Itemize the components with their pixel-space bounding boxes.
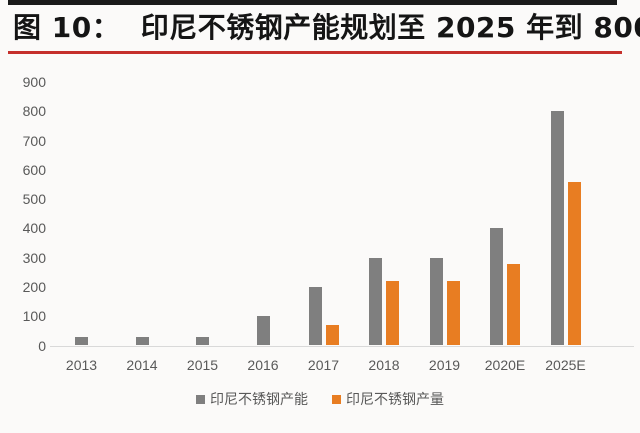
x-axis-tick-label: 2013	[65, 356, 98, 373]
capacity-bar-2019	[429, 257, 443, 346]
figure-title: 图 10： 印尼不锈钢产能规划至 2025 年到 800W	[13, 11, 640, 44]
chart-legend: 印尼不锈钢产能 印尼不锈钢产量	[0, 389, 640, 409]
y-axis-tick-label: 800	[22, 103, 46, 120]
x-axis-tick-label: 2018	[368, 356, 400, 373]
legend-label: 印尼不锈钢产量	[346, 391, 444, 407]
title-underline	[8, 51, 622, 54]
y-axis-tick-label: 0	[38, 337, 46, 354]
y-axis-tick-label: 300	[22, 249, 46, 266]
x-axis-tick-label: 2025E	[545, 356, 586, 373]
output-bar-2019	[446, 281, 460, 346]
legend-swatch-icon	[196, 394, 205, 404]
bar-chart: 0 100 200 300 400 500 600 700 800 900 2013 2014 2015…	[0, 56, 640, 433]
capacity-bar-2016	[256, 316, 270, 346]
x-axis-line	[50, 345, 634, 347]
y-axis-tick-label: 600	[22, 161, 46, 178]
legend-item: 印尼不锈钢产能	[196, 389, 308, 409]
x-axis-tick-label: 2020E	[484, 356, 526, 373]
capacity-bar-2020E	[490, 228, 503, 346]
top-black-rule	[8, 0, 617, 5]
x-axis-tick-label: 2015	[186, 356, 219, 373]
y-axis-tick-label: 500	[22, 191, 46, 208]
capacity-bar-2015	[196, 336, 209, 346]
x-axis-tick-label: 2019	[428, 356, 461, 373]
y-axis-tick-label: 200	[22, 278, 46, 295]
capacity-bar-2017	[308, 286, 322, 346]
x-axis-tick-label: 2016	[247, 356, 279, 373]
x-axis-tick-label: 2014	[126, 356, 158, 373]
y-axis-tick-label: 900	[22, 74, 46, 91]
y-axis-tick-label: 100	[22, 308, 46, 325]
output-bar-2017	[325, 325, 339, 346]
output-bar-2025E	[567, 181, 581, 346]
output-bar-2018	[386, 281, 399, 346]
x-axis-tick-label: 2017	[307, 356, 340, 373]
legend-swatch-icon	[332, 394, 341, 404]
capacity-bar-2013	[75, 336, 88, 346]
capacity-bar-2014	[135, 336, 149, 346]
legend-item: 印尼不锈钢产量	[332, 389, 444, 409]
capacity-bar-2025E	[550, 111, 564, 346]
y-axis-tick-label: 700	[22, 132, 46, 149]
legend-label: 印尼不锈钢产能	[210, 391, 308, 407]
capacity-bar-2018	[369, 257, 382, 346]
output-bar-2020E	[507, 263, 520, 346]
y-axis-tick-label: 400	[22, 220, 46, 237]
